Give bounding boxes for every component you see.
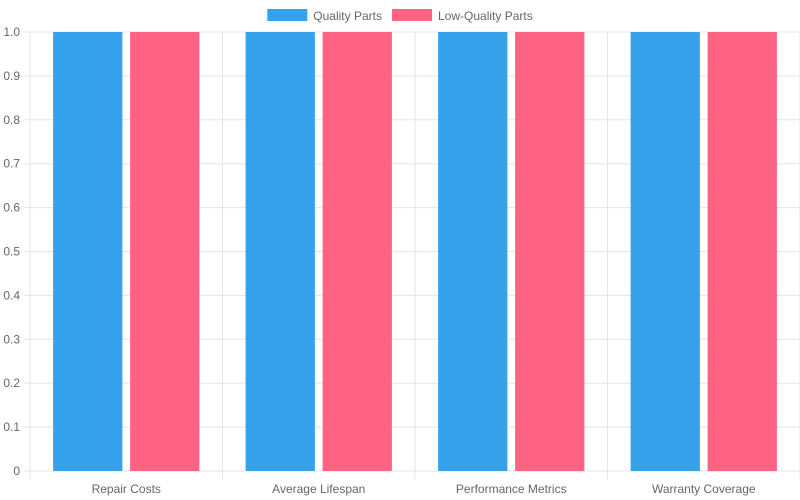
bar (53, 32, 123, 471)
y-tick-label: 0.8 (3, 113, 20, 127)
y-tick-label: 0.4 (3, 288, 20, 302)
legend-swatch (392, 9, 432, 21)
bar (630, 32, 700, 471)
legend-label: Low-Quality Parts (438, 9, 533, 23)
bar (438, 32, 508, 471)
bar (322, 32, 392, 471)
y-tick-label: 0.9 (3, 69, 20, 83)
y-axis: 0 0.1 0.2 0.3 0.4 0.5 0.6 0.7 0.8 0.9 1.0 (3, 25, 20, 478)
y-tick-label: 0.5 (3, 245, 20, 259)
y-tick-label: 0.6 (3, 201, 20, 215)
bar (707, 32, 777, 471)
x-tick-label: Average Lifespan (272, 482, 365, 496)
y-tick-label: 0.2 (3, 376, 20, 390)
bar (130, 32, 200, 471)
bar (245, 32, 315, 471)
legend: Quality Parts Low-Quality Parts (267, 9, 533, 23)
x-axis: Repair Costs Average Lifespan Performance … (92, 482, 756, 496)
y-tick-label: 0.3 (3, 332, 20, 346)
x-tick-label: Repair Costs (92, 482, 161, 496)
x-tick-label: Warranty Coverage (652, 482, 756, 496)
x-tick-label: Performance Metrics (456, 482, 567, 496)
y-tick-label: 0.7 (3, 157, 20, 171)
y-tick-label: 0.1 (3, 420, 20, 434)
bars (53, 32, 777, 471)
legend-label: Quality Parts (313, 9, 382, 23)
y-tick-label: 0 (13, 464, 20, 478)
bar (515, 32, 585, 471)
y-tick-label: 1.0 (3, 25, 20, 39)
legend-swatch (267, 9, 308, 21)
